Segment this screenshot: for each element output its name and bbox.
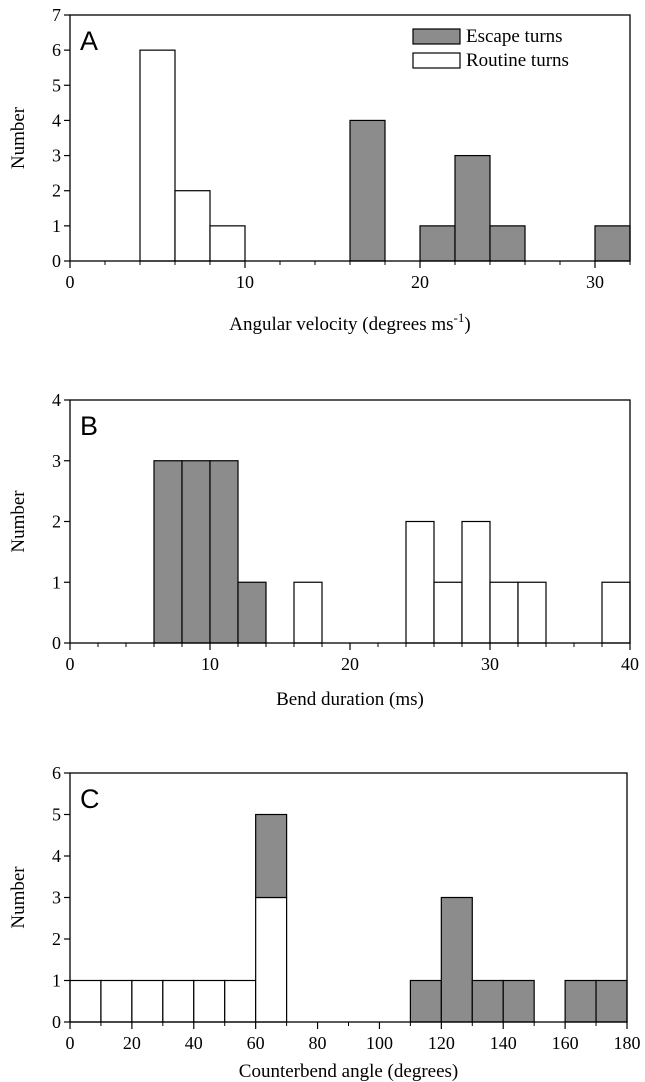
- x-tick-label: 10: [201, 654, 219, 674]
- escape-bar: [471, 979, 504, 1023]
- routine-bar: [433, 581, 463, 644]
- x-tick-label: 60: [247, 1033, 265, 1053]
- x-tick-label: 0: [66, 1033, 75, 1053]
- routine-bar: [162, 979, 195, 1023]
- x-tick-label: 0: [66, 654, 75, 674]
- escape-bar: [255, 813, 288, 899]
- escape-bar: [454, 154, 491, 262]
- y-tick-label: 5: [52, 75, 61, 95]
- escape-bar: [564, 979, 597, 1023]
- routine-bar: [193, 979, 226, 1023]
- y-tick-label: 0: [52, 633, 61, 653]
- routine-bar: [601, 581, 631, 644]
- x-tick-label: 40: [621, 654, 639, 674]
- x-tick-label: 20: [123, 1033, 141, 1053]
- y-tick-label: 6: [52, 40, 61, 60]
- escape-bar: [419, 225, 456, 262]
- y-tick-label: 4: [52, 846, 61, 866]
- routine-bar: [224, 979, 257, 1023]
- escape-bar: [502, 979, 535, 1023]
- x-axis-label: Counterbend angle (degrees): [239, 1061, 458, 1082]
- legend: Escape turns Routine turns: [412, 26, 569, 71]
- x-tick-label: 160: [552, 1033, 579, 1053]
- x-tick-label: 20: [341, 654, 359, 674]
- escape-bar: [595, 979, 628, 1023]
- x-tick-label: 180: [614, 1033, 641, 1053]
- legend-swatch-routine: [412, 52, 461, 69]
- x-tick-label: 40: [185, 1033, 203, 1053]
- y-tick-label: 1: [52, 572, 61, 592]
- y-tick-label: 2: [52, 929, 61, 949]
- y-tick-label: 3: [52, 888, 61, 908]
- routine-bar: [461, 520, 491, 644]
- x-tick-label: 120: [428, 1033, 455, 1053]
- panel-letter: C: [80, 784, 100, 814]
- y-tick-label: 4: [52, 110, 61, 130]
- escape-bar: [594, 225, 631, 262]
- y-tick-label: 3: [52, 146, 61, 166]
- routine-bar: [131, 979, 164, 1023]
- escape-bar: [153, 460, 183, 644]
- legend-swatch-escape: [412, 28, 461, 45]
- y-axis-label: Number: [8, 106, 29, 169]
- routine-bar: [405, 520, 435, 644]
- legend-label-routine: Routine turns: [466, 50, 569, 71]
- escape-bar: [237, 581, 267, 644]
- y-tick-label: 0: [52, 251, 61, 271]
- escape-bar: [440, 896, 473, 1023]
- y-tick-label: 3: [52, 451, 61, 471]
- y-tick-label: 1: [52, 216, 61, 236]
- y-tick-label: 6: [52, 763, 61, 783]
- routine-bar: [209, 225, 246, 262]
- y-tick-label: 7: [52, 5, 61, 25]
- routine-bar: [517, 581, 547, 644]
- escape-bar: [181, 460, 211, 644]
- x-tick-label: 80: [309, 1033, 327, 1053]
- routine-bar: [139, 49, 176, 262]
- y-tick-label: 4: [52, 390, 61, 410]
- x-axis-label: Bend duration (ms): [276, 689, 424, 710]
- x-tick-label: 0: [66, 272, 75, 292]
- y-axis-label: Number: [8, 866, 29, 929]
- escape-bar: [349, 119, 386, 262]
- panel-letter: A: [80, 26, 98, 56]
- y-tick-label: 2: [52, 512, 61, 532]
- y-axis-label: Number: [8, 490, 29, 553]
- x-tick-label: 100: [366, 1033, 393, 1053]
- x-tick-label: 30: [481, 654, 499, 674]
- routine-bar: [69, 979, 102, 1023]
- x-tick-label: 10: [236, 272, 254, 292]
- routine-bar: [255, 896, 288, 1023]
- panel-a: 0 1 2 3 4 5 6 7 0 10 20 30 A Number Angular velocity (…: [8, 5, 631, 335]
- panel-letter: B: [80, 411, 98, 441]
- routine-bar: [489, 581, 519, 644]
- x-tick-label: 140: [490, 1033, 517, 1053]
- y-tick-label: 1: [52, 971, 61, 991]
- escape-bar: [209, 460, 239, 644]
- x-tick-label: 20: [411, 272, 429, 292]
- legend-label-escape: Escape turns: [466, 26, 563, 47]
- y-tick-label: 2: [52, 181, 61, 201]
- y-tick-label: 0: [52, 1012, 61, 1032]
- routine-bar: [100, 979, 133, 1023]
- routine-bar: [174, 190, 211, 262]
- escape-bar: [409, 979, 442, 1023]
- escape-bar: [489, 225, 526, 262]
- x-axis-label: Angular velocity (degrees ms-1): [229, 310, 470, 335]
- routine-bar: [293, 581, 323, 644]
- x-tick-label: 30: [586, 272, 604, 292]
- y-tick-label: 5: [52, 805, 61, 825]
